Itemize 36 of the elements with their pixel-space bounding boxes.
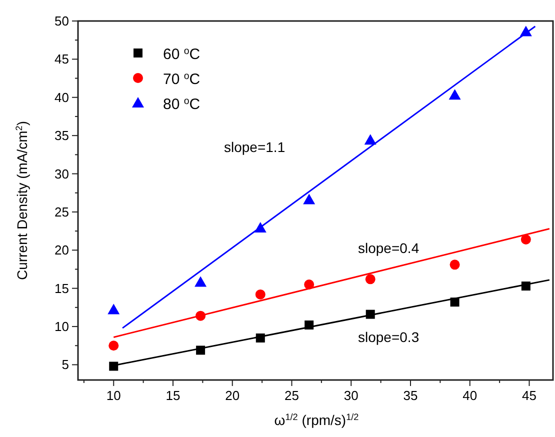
x-tick-label: 25 [284,388,299,403]
x-tick-label: 20 [225,388,240,403]
y-tick-label: 20 [54,242,69,258]
legend-label: 60 $^{o}$C [163,46,200,63]
point [108,340,119,351]
annotation: slope=0.4 [358,240,420,256]
x-tick-label: 45 [522,388,536,403]
annotation: slope=0.3 [358,329,420,345]
annotation: slope=1.1 [224,139,286,155]
point [448,89,461,100]
y-tick-label: 30 [54,166,69,182]
legend-label: 70 $^{o}$C [163,70,200,88]
y-tick-label: 35 [54,128,69,144]
point [194,276,207,287]
point [109,362,118,371]
y-tick-label: 10 [54,319,69,334]
point [303,194,316,204]
x-tick-label: 30 [344,388,358,403]
point [364,134,376,145]
y-tick-label: 45 [54,52,69,67]
legend-label: 80 $^{o}$C [163,96,200,113]
point [450,260,460,270]
x-axis-title: ω$^{1/2}$ (rpm/s)$^{1/2}$ [274,412,359,428]
point [108,304,120,314]
x-tick-label: 40 [462,388,478,403]
point [365,274,376,284]
x-tick-label: 35 [403,388,418,403]
y-tick-label: 25 [54,204,69,220]
y-tick-label: 40 [54,90,69,105]
y-tick-label: 15 [54,280,69,296]
x-tick-label: 10 [106,388,121,403]
point [255,289,266,300]
y-tick-label: 50 [54,14,69,28]
x-tick-label: 15 [166,388,180,403]
y-tick-label: 5 [62,357,69,372]
point [520,234,531,244]
